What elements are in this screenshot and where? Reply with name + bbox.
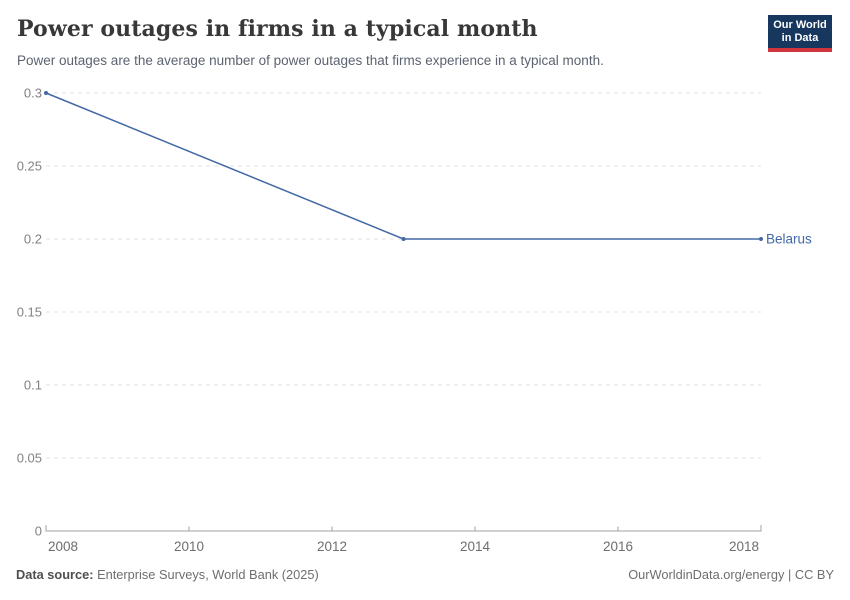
y-tick-label: 0.15 — [17, 305, 42, 320]
x-tick-label: 2008 — [48, 539, 78, 554]
x-tick-label: 2014 — [460, 539, 491, 554]
data-point — [401, 237, 406, 241]
chart-subtitle: Power outages are the average number of … — [17, 53, 604, 68]
owid-logo-line1: Our World — [773, 18, 827, 31]
x-tick-label: 2018 — [729, 539, 759, 554]
attribution: OurWorldinData.org/energy | CC BY — [628, 567, 834, 582]
x-tick-label: 2016 — [603, 539, 633, 554]
x-tick-label: 2012 — [317, 539, 347, 554]
data-point — [759, 237, 763, 241]
y-tick-label: 0.2 — [24, 232, 42, 247]
y-tick-label: 0.05 — [17, 451, 42, 466]
y-tick-label: 0.1 — [24, 378, 42, 393]
series-end-label: Belarus — [766, 232, 812, 247]
owid-logo-line2: in Data — [781, 31, 819, 44]
data-source-label: Data source: — [16, 567, 94, 582]
owid-logo: Our World in Data — [768, 15, 832, 52]
x-axis — [45, 525, 762, 532]
y-tick-label: 0 — [35, 524, 42, 539]
page-title: Power outages in firms in a typical mont… — [17, 16, 538, 42]
data-source: Data source: Enterprise Surveys, World B… — [16, 567, 319, 582]
data-source-value: Enterprise Surveys, World Bank (2025) — [97, 567, 319, 582]
line-chart: 0 0.05 0.1 0.15 0.2 0.25 0.3 2008 2010 2012 2014 20… — [17, 86, 812, 555]
x-tick-label: 2010 — [174, 539, 204, 554]
y-tick-label: 0.3 — [24, 86, 42, 101]
y-tick-label: 0.25 — [17, 159, 42, 174]
chart-footer: Data source: Enterprise Surveys, World B… — [0, 567, 850, 582]
data-point — [44, 91, 48, 95]
